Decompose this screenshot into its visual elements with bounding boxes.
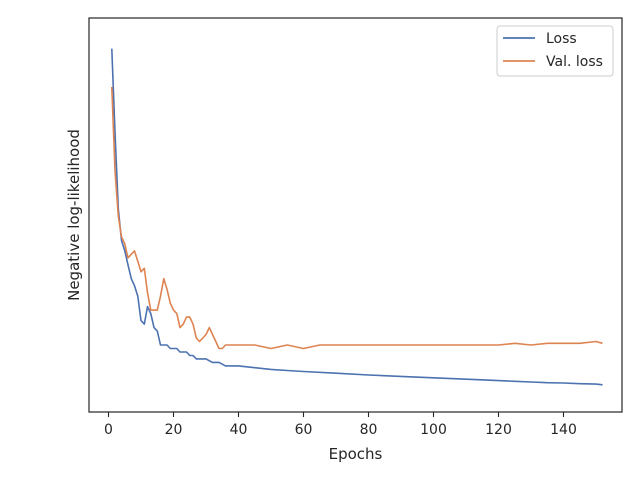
- x-tick-label: 20: [165, 422, 183, 438]
- x-tick-label: 0: [104, 422, 113, 438]
- x-tick-label: 60: [295, 422, 313, 438]
- x-axis-ticks: 0 20 40 60 80 100 120 140: [104, 412, 577, 438]
- x-tick-label: 80: [360, 422, 378, 438]
- x-tick-label: 100: [420, 422, 447, 438]
- legend-label-val-loss: Val. loss: [546, 54, 603, 70]
- plot-frame: [88, 17, 623, 413]
- legend: Loss Val. loss: [496, 25, 614, 77]
- x-tick-label: 120: [485, 422, 512, 438]
- series-lines: [111, 48, 603, 386]
- x-axis-label: Epochs: [329, 445, 383, 463]
- y-axis-label: Negative log-likelihood: [65, 129, 83, 301]
- x-tick-label: 40: [230, 422, 248, 438]
- x-tick-label: 140: [550, 422, 577, 438]
- plot-area: [89, 18, 622, 412]
- series-line-val-loss: [111, 86, 603, 350]
- legend-label-loss: Loss: [546, 31, 577, 47]
- series-line-loss: [111, 48, 603, 386]
